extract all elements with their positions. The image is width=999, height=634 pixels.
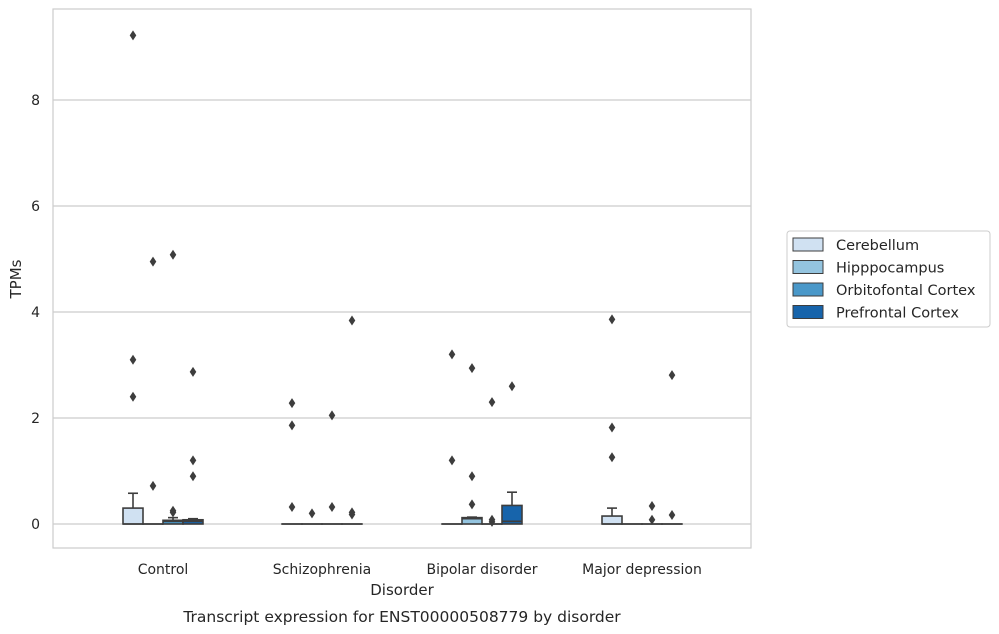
outlier-point bbox=[668, 509, 676, 520]
outlier-point bbox=[288, 420, 296, 431]
outlier-point bbox=[448, 455, 456, 466]
x-tick-labels: Control Schizophrenia Bipolar disorder Majo… bbox=[138, 562, 702, 578]
outlier-point bbox=[508, 381, 516, 392]
gridlines bbox=[53, 99, 751, 525]
legend: Cerebellum Hipppocampus Orbitofontal Corte… bbox=[786, 230, 991, 328]
box-schizophrenia-2 bbox=[321, 410, 343, 525]
outlier-point bbox=[608, 314, 616, 325]
outlier-point bbox=[129, 391, 137, 402]
y-tick-label: 2 bbox=[31, 411, 40, 427]
box-major-depression-3 bbox=[661, 370, 683, 525]
box-control-1 bbox=[142, 256, 164, 525]
box-body bbox=[122, 507, 144, 525]
legend-label: Hipppocampus bbox=[836, 261, 944, 277]
y-axis-title: TPMs bbox=[7, 259, 25, 299]
x-axis-title: Disorder bbox=[370, 581, 434, 599]
outlier-point bbox=[348, 509, 356, 520]
x-tick-label: Control bbox=[138, 562, 189, 578]
y-tick-label: 0 bbox=[31, 517, 40, 533]
outlier-point bbox=[149, 480, 157, 491]
outlier-point bbox=[189, 366, 197, 377]
outlier-point bbox=[648, 500, 656, 511]
box-body bbox=[601, 515, 623, 525]
box-control-0 bbox=[122, 30, 144, 525]
outlier-point bbox=[448, 349, 456, 360]
x-tick-label: Major depression bbox=[582, 562, 702, 578]
legend-frame bbox=[786, 230, 991, 328]
outlier-point bbox=[189, 455, 197, 466]
y-tick-label: 8 bbox=[31, 93, 40, 109]
legend-swatch-2 bbox=[792, 282, 824, 297]
box-schizophrenia-0 bbox=[281, 398, 303, 525]
box-schizophrenia-1 bbox=[301, 508, 323, 525]
outlier-point bbox=[308, 508, 316, 519]
plot-frame bbox=[52, 8, 752, 549]
box-major-depression-0 bbox=[601, 314, 623, 525]
box-bipolar-disorder-0 bbox=[441, 349, 463, 525]
box-bipolar-disorder-2 bbox=[481, 397, 503, 527]
outlier-point bbox=[348, 315, 356, 326]
outlier-point bbox=[468, 471, 476, 482]
box-bipolar-disorder-3 bbox=[501, 381, 523, 525]
legend-swatch-1 bbox=[792, 260, 824, 274]
legend-label: Orbitofontal Cortex bbox=[836, 283, 976, 299]
outlier-point bbox=[608, 422, 616, 433]
x-tick-label: Schizophrenia bbox=[273, 562, 371, 578]
outlier-point bbox=[129, 354, 137, 365]
outlier-point bbox=[149, 256, 157, 267]
y-tick-label: 6 bbox=[31, 199, 40, 215]
outlier-point bbox=[169, 507, 177, 518]
outlier-point bbox=[129, 30, 137, 41]
outlier-point bbox=[668, 370, 676, 381]
box-plot-area bbox=[122, 30, 683, 527]
legend-swatch-3 bbox=[792, 305, 824, 319]
y-tick-labels: 0 2 4 6 8 bbox=[31, 93, 40, 533]
box-body bbox=[501, 504, 523, 525]
box-schizophrenia-3 bbox=[341, 315, 363, 525]
legend-swatch-0 bbox=[792, 237, 824, 252]
outlier-point bbox=[648, 514, 656, 525]
box-bipolar-disorder-1 bbox=[461, 363, 483, 525]
outlier-point bbox=[468, 363, 476, 374]
outlier-point bbox=[488, 516, 496, 527]
box-major-depression-2 bbox=[641, 500, 663, 525]
legend-label: Cerebellum bbox=[836, 238, 919, 254]
outlier-point bbox=[608, 452, 616, 463]
outlier-point bbox=[189, 471, 197, 482]
box-body bbox=[461, 516, 483, 525]
outlier-point bbox=[488, 397, 496, 408]
outlier-point bbox=[169, 249, 177, 260]
box-control-3 bbox=[182, 366, 204, 525]
outlier-point bbox=[328, 410, 336, 421]
outlier-point bbox=[328, 502, 336, 513]
outlier-point bbox=[288, 398, 296, 409]
outlier-point bbox=[288, 502, 296, 513]
y-tick-label: 4 bbox=[31, 305, 40, 321]
chart-caption: Transcript expression for ENST0000050877… bbox=[182, 608, 621, 626]
box-control-2 bbox=[162, 249, 184, 525]
legend-label: Prefrontal Cortex bbox=[836, 306, 959, 322]
x-tick-label: Bipolar disorder bbox=[426, 562, 537, 578]
outlier-point bbox=[468, 499, 476, 510]
